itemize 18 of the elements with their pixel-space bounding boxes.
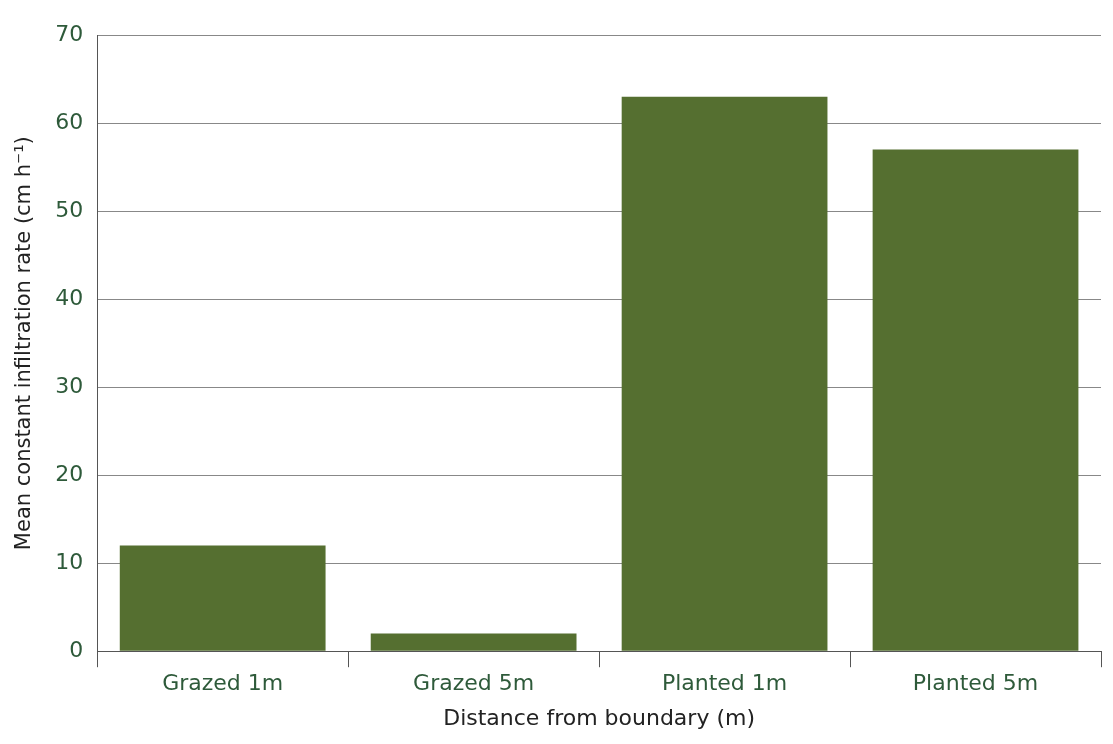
y-axis-title: Mean constant infiltration rate (cm h⁻¹) <box>11 136 36 551</box>
bar <box>621 96 828 651</box>
x-axis-title: Distance from boundary (m) <box>443 704 755 730</box>
x-tick-label: Planted 5m <box>912 670 1039 696</box>
y-tick-label: 70 <box>55 20 84 46</box>
bar <box>370 633 577 651</box>
x-tick-label: Grazed 1m <box>162 670 284 696</box>
y-tick-label: 50 <box>55 196 84 222</box>
y-tick-label: 30 <box>55 372 84 398</box>
y-tick-label: 40 <box>55 284 84 310</box>
bar <box>872 149 1079 651</box>
y-tick-label: 10 <box>55 548 84 574</box>
bar <box>119 545 326 651</box>
y-tick-label: 60 <box>55 108 84 134</box>
y-tick-label: 20 <box>55 460 84 486</box>
x-tick-label: Grazed 5m <box>413 670 535 696</box>
x-tick-label: Planted 1m <box>661 670 788 696</box>
y-tick-label: 0 <box>69 636 84 662</box>
